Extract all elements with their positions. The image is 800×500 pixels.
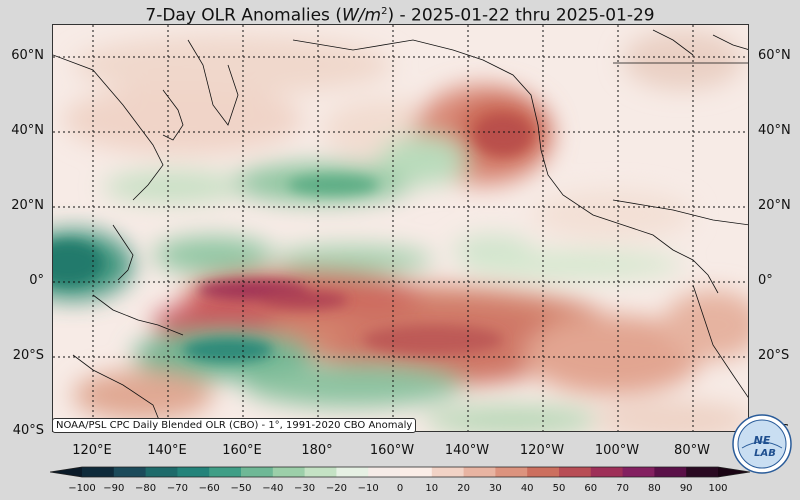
colorbar-swatch xyxy=(209,467,242,477)
colorbar-tick-label: 10 xyxy=(425,483,439,494)
svg-text:NE: NE xyxy=(754,434,771,447)
colorbar-swatch xyxy=(622,467,655,477)
colorbar-tick-label: 0 xyxy=(396,483,404,494)
lat-label-right: 20°N xyxy=(758,198,791,213)
anomaly-cores xyxy=(53,115,531,362)
colorbar-swatch xyxy=(177,467,210,477)
colorbar-tick-label: −70 xyxy=(166,483,188,494)
colorbar-swatch xyxy=(686,467,719,477)
colorbar-swatch xyxy=(431,467,465,477)
olr-anomaly-map xyxy=(53,25,748,431)
lon-label: 160°E xyxy=(222,443,262,458)
colorbar-tick-label: −60 xyxy=(198,483,220,494)
colorbar-swatch xyxy=(527,467,560,477)
gridlines xyxy=(53,25,748,431)
lat-label-left: 40°N xyxy=(11,123,44,138)
colorbar-tick-label: −90 xyxy=(103,483,125,494)
colorbar-swatch xyxy=(559,467,592,477)
colorbar-tick-label: 100 xyxy=(708,483,728,494)
lon-label: 140°W xyxy=(444,443,490,458)
colorbar-swatch xyxy=(654,467,687,477)
colorbar-swatch xyxy=(304,467,337,477)
colorbar-swatch xyxy=(241,467,274,477)
lon-label: 120°W xyxy=(519,443,565,458)
colorbar-swatch xyxy=(400,467,433,477)
colorbar-tick-label: 80 xyxy=(648,483,661,494)
colorbar-tick-label: 30 xyxy=(489,483,502,494)
colorbar-bar xyxy=(49,466,751,478)
lon-label: 120°E xyxy=(72,443,112,458)
colorbar-swatch xyxy=(145,467,178,477)
colorbar-swatch xyxy=(590,467,624,477)
nexlab-logo-icon: NE LAB xyxy=(732,414,792,474)
map-panel xyxy=(52,24,749,432)
lat-label-left: 60°N xyxy=(11,48,44,63)
colorbar-tick-label: −50 xyxy=(230,483,252,494)
colorbar-tick-label: −100 xyxy=(68,483,96,494)
colorbar-tick-label: 60 xyxy=(584,483,598,494)
colorbar-swatch xyxy=(336,467,369,477)
chart-title: 7-Day OLR Anomalies (W/m2) - 2025-01-22 … xyxy=(145,5,655,26)
lat-label-right: 20°S xyxy=(758,348,790,363)
colorbar-tick-label: 70 xyxy=(616,483,629,494)
colorbar-swatch xyxy=(495,467,528,477)
colorbar-tick-label: 20 xyxy=(457,483,470,494)
colorbar xyxy=(49,464,751,483)
lon-label: 100°W xyxy=(594,443,640,458)
lon-label: 80°W xyxy=(674,443,710,458)
colorbar-tick-label: −20 xyxy=(325,483,347,494)
colorbar-tick-label: 50 xyxy=(552,483,566,494)
colorbar-tick-label: −10 xyxy=(357,483,379,494)
colorbar-swatch xyxy=(113,467,147,477)
coastlines xyxy=(53,29,748,431)
colorbar-max-arrow xyxy=(718,467,750,477)
nexlab-logo: NE LAB xyxy=(732,414,792,474)
colorbar-tick-label: −30 xyxy=(294,483,316,494)
lat-label-left: 40°S xyxy=(12,423,44,438)
colorbar-swatch xyxy=(272,467,306,477)
colorbar-swatch xyxy=(82,467,115,477)
colorbar-tick-label: 90 xyxy=(679,483,693,494)
lon-label: 140°E xyxy=(147,443,187,458)
lon-label: 180° xyxy=(301,443,333,458)
colorbar-swatch xyxy=(463,467,496,477)
data-credit: NOAA/PSL CPC Daily Blended OLR (CBO) - 1… xyxy=(52,418,417,433)
lat-label-right: 0° xyxy=(758,273,773,288)
lat-label-left: 20°S xyxy=(12,348,44,363)
colorbar-swatch xyxy=(368,467,401,477)
colorbar-tick-label: −40 xyxy=(262,483,284,494)
lon-label: 160°W xyxy=(369,443,415,458)
lat-label-left: 20°N xyxy=(11,198,44,213)
colorbar-tick-label: 40 xyxy=(520,483,534,494)
lat-label-right: 60°N xyxy=(758,48,791,63)
colorbar-tick-label: −80 xyxy=(135,483,157,494)
svg-text:LAB: LAB xyxy=(754,448,776,459)
lat-label-right: 40°N xyxy=(758,123,791,138)
lat-label-left: 0° xyxy=(29,273,44,288)
colorbar-min-arrow xyxy=(50,467,82,477)
